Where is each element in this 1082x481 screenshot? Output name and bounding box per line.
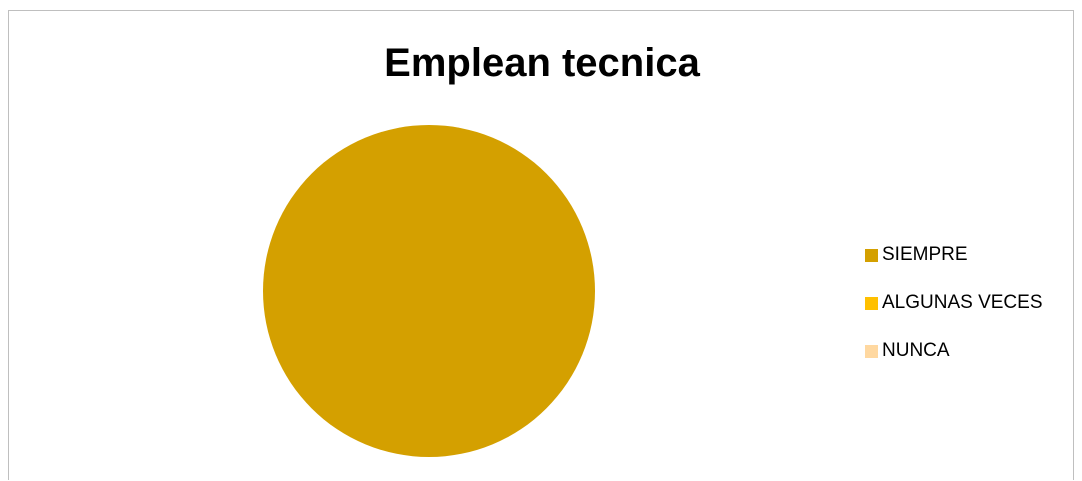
legend-label-nunca: NUNCA xyxy=(882,340,950,361)
chart-legend: SIEMPRE ALGUNAS VECES NUNCA xyxy=(865,231,1065,375)
legend-item-nunca: NUNCA xyxy=(865,327,1065,375)
legend-swatch-nunca xyxy=(865,344,878,358)
legend-item-siempre: SIEMPRE xyxy=(865,231,1065,279)
chart-title: Emplean tecnica xyxy=(384,41,700,85)
legend-label-algunas-veces: ALGUNAS VECES xyxy=(882,292,1043,313)
legend-label-siempre: SIEMPRE xyxy=(882,244,968,265)
legend-item-algunas-veces: ALGUNAS VECES xyxy=(865,279,1065,327)
legend-swatch-siempre xyxy=(865,248,878,262)
pie-chart xyxy=(263,125,595,457)
chart-area: Emplean tecnica SIEMPRE ALGUNAS VECES NU… xyxy=(8,10,1074,480)
pie-slice-siempre xyxy=(263,125,595,457)
legend-swatch-algunas-veces xyxy=(865,296,878,310)
